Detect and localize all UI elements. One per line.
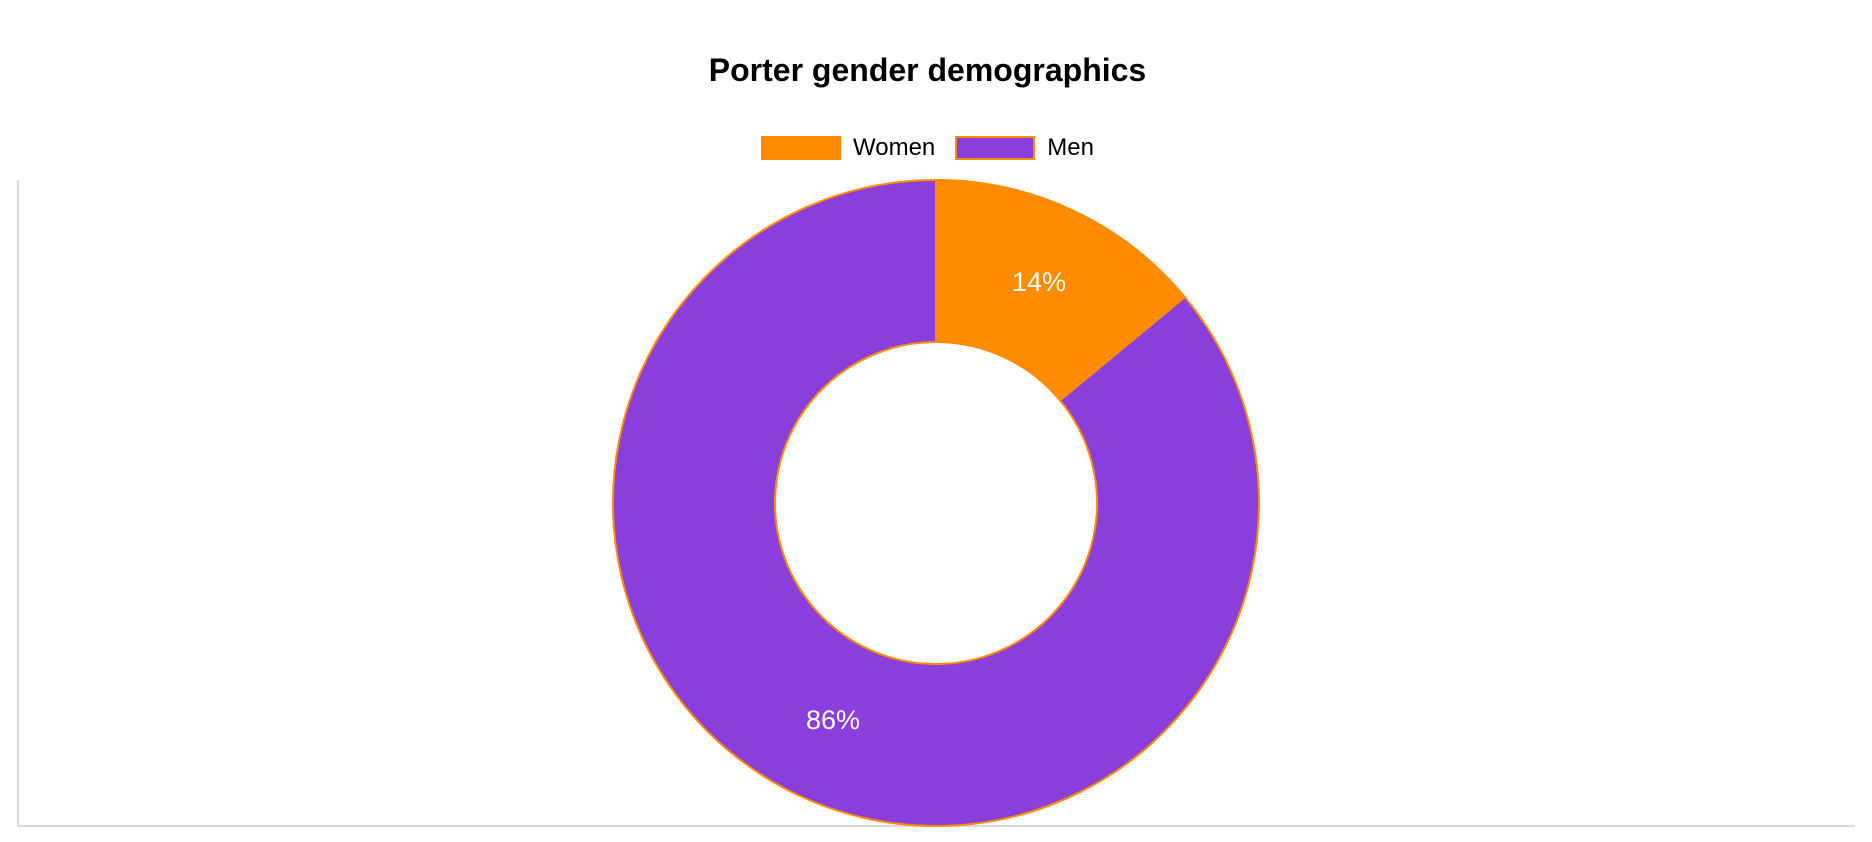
legend: Women Men: [0, 134, 1855, 162]
slice-women[interactable]: [935, 178, 1187, 402]
slice-label-men: 86%: [806, 705, 860, 735]
slice-labels-group: 14% 86%: [806, 267, 1066, 735]
chart-title: Porter gender demographics: [708, 52, 1147, 88]
legend-swatch-women: [761, 136, 842, 160]
legend-label-women: Women: [853, 134, 936, 161]
legend-label-men: Men: [1047, 134, 1094, 161]
legend-item-men[interactable]: Men: [955, 134, 1094, 162]
legend-item-women[interactable]: Women: [761, 134, 935, 162]
slice-label-women: 14%: [1012, 267, 1066, 297]
legend-swatch-men: [955, 136, 1036, 160]
slices-group: [612, 178, 1261, 827]
slice-men[interactable]: [612, 178, 1261, 827]
